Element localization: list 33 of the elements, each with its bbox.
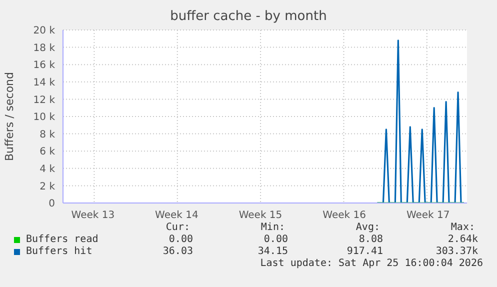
text: Max: (450, 222, 475, 233)
y-tick-label: 16 k (33, 60, 56, 72)
text: 36.03 (162, 246, 193, 257)
text: Last update: Sat Apr 25 16:00:04 2026 (259, 258, 483, 269)
y-tick-label: 4 k (40, 164, 56, 175)
text: 34.15 (258, 246, 288, 257)
y-tick-label: 2 k (40, 181, 56, 192)
text: 2.64k (448, 234, 478, 245)
x-tick-label: Week 16 (322, 210, 366, 222)
x-tick-label: Week 13 (71, 210, 115, 222)
text: 0.00 (168, 234, 193, 245)
legend-label: Buffers read (26, 234, 98, 245)
y-tick-label: 8 k (40, 129, 56, 140)
y-axis-title: Buffers / second (4, 72, 16, 162)
x-tick-label: Week 17 (406, 210, 450, 222)
y-tick-label: 20 k (33, 26, 56, 37)
y-tick-label: 6 k (40, 146, 56, 158)
x-tick-label: Week 14 (155, 210, 198, 222)
y-tick-label: 14 k (33, 77, 56, 88)
text: 303.37k (436, 246, 478, 257)
text: Avg: (356, 222, 380, 233)
text: 917.41 (346, 246, 383, 257)
legend-label: Buffers hit (26, 246, 92, 257)
y-tick-label: 10 k (33, 112, 56, 124)
y-tick-label: 18 k (33, 42, 56, 54)
x-tick-label: Week 15 (238, 210, 282, 222)
y-tick-label: 0 (48, 198, 55, 210)
text: 0.00 (264, 234, 288, 245)
text: Cur: (164, 222, 190, 233)
text: Min: (260, 222, 285, 233)
y-tick-label: 12 k (33, 94, 56, 106)
chart-title: buffer cache - by month (169, 9, 328, 24)
text: 8.08 (358, 234, 383, 245)
